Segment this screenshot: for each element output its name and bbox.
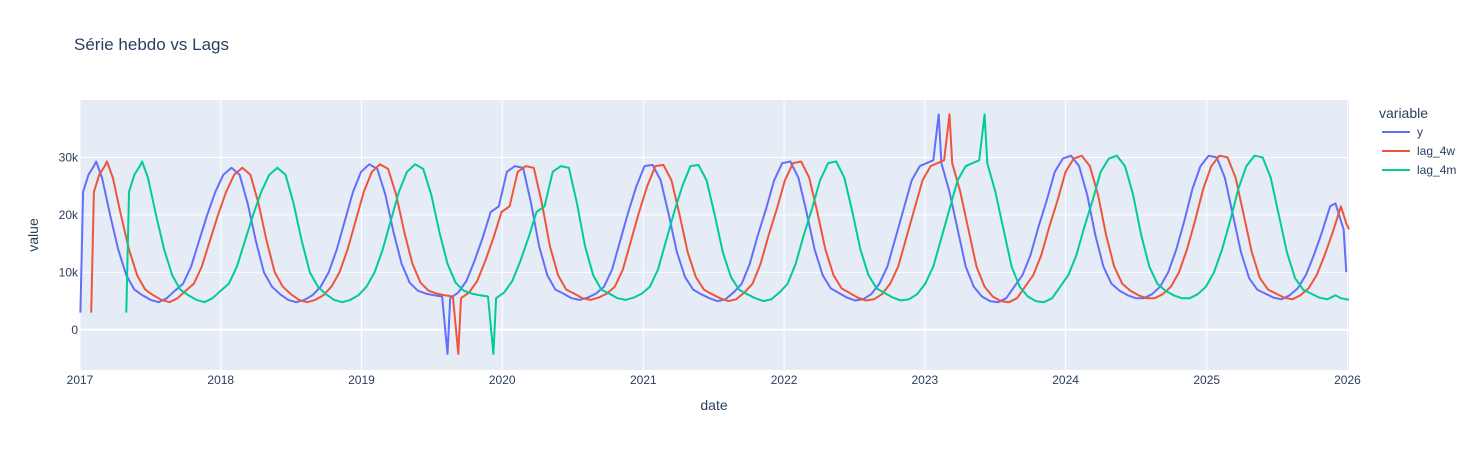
y-tick-label: 0 bbox=[71, 323, 78, 337]
legend-label: lag_4w bbox=[1417, 144, 1455, 158]
y-axis-title: value bbox=[25, 218, 41, 252]
legend-title: variable bbox=[1379, 105, 1428, 121]
grid-lines bbox=[79, 100, 1349, 370]
x-tick-label: 2025 bbox=[1193, 373, 1220, 387]
x-tick-label: 2026 bbox=[1334, 373, 1361, 387]
y-tick-label: 30k bbox=[59, 150, 79, 164]
x-tick-labels: 2017 2018 2019 2020 2021 2022 2023 2024 2025 2026 bbox=[67, 373, 1361, 387]
legend-items: y lag_4w lag_4m bbox=[1382, 125, 1456, 177]
x-tick-label: 2021 bbox=[630, 373, 657, 387]
y-tick-labels: 0 10k 20k 30k bbox=[59, 150, 79, 336]
plot-background bbox=[80, 100, 1349, 370]
x-tick-label: 2019 bbox=[348, 373, 375, 387]
x-tick-label: 2022 bbox=[771, 373, 798, 387]
series-line-y bbox=[79, 113, 1348, 355]
legend-label: lag_4m bbox=[1417, 163, 1456, 177]
series-line-lag-4w bbox=[90, 113, 1350, 355]
legend-item-lag-4m[interactable]: lag_4m bbox=[1382, 163, 1456, 177]
x-tick-label: 2023 bbox=[911, 373, 938, 387]
series-line-lag-4m bbox=[125, 113, 1350, 355]
x-tick-label: 2017 bbox=[67, 373, 94, 387]
x-tick-label: 2018 bbox=[207, 373, 234, 387]
legend: variable y lag_4w lag_4m bbox=[1379, 105, 1456, 177]
y-tick-label: 20k bbox=[59, 208, 79, 222]
x-axis-title: date bbox=[700, 397, 727, 413]
y-tick-label: 10k bbox=[59, 265, 79, 279]
x-tick-label: 2024 bbox=[1052, 373, 1079, 387]
legend-label: y bbox=[1417, 125, 1423, 139]
series-lines bbox=[79, 113, 1350, 355]
chart-title: Série hebdo vs Lags bbox=[74, 35, 229, 54]
x-tick-label: 2020 bbox=[489, 373, 516, 387]
legend-item-y[interactable]: y bbox=[1382, 125, 1423, 139]
legend-item-lag-4w[interactable]: lag_4w bbox=[1382, 144, 1455, 158]
